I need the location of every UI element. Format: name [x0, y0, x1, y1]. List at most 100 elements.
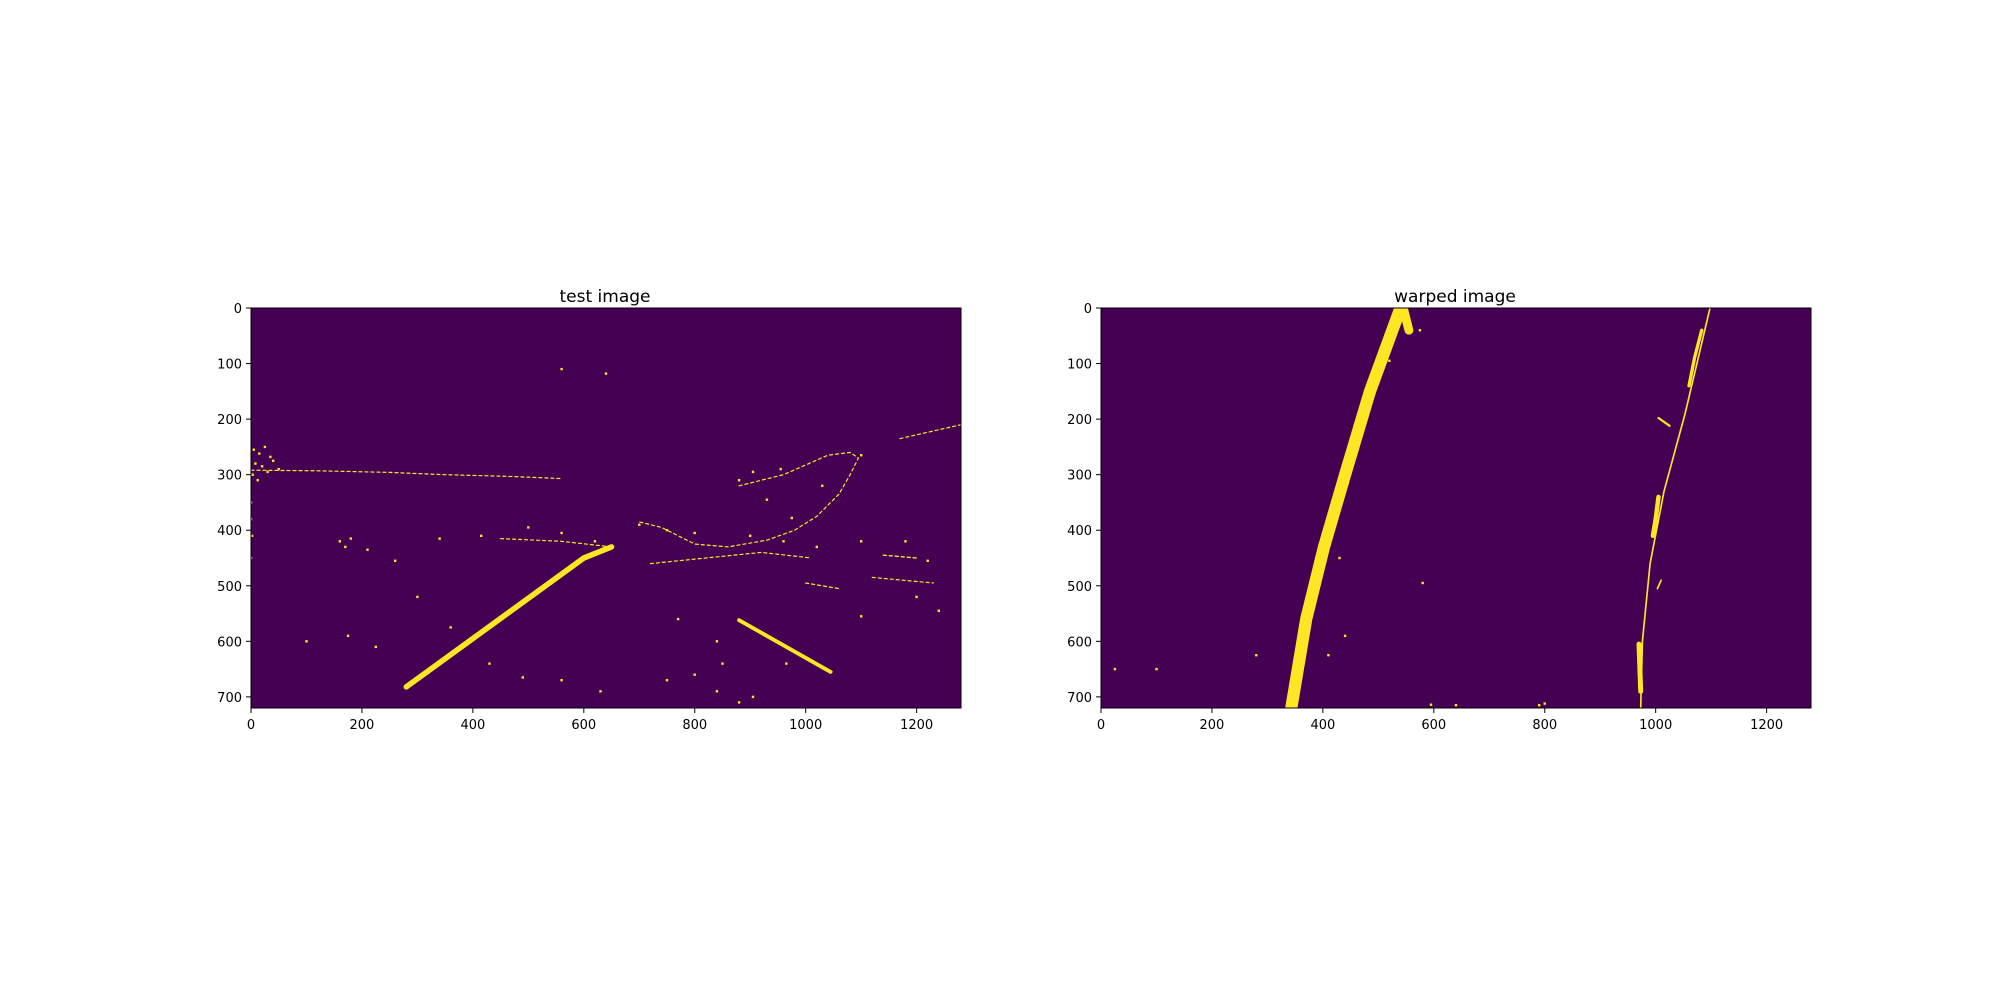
warped-image-lane-stroke-7 — [1656, 579, 1663, 590]
warped-image-x-tick-label: 0 — [1097, 718, 1105, 733]
test-image-noise-pixel — [676, 617, 680, 621]
test-image-noise-pixel — [272, 459, 275, 462]
test-image-noise-pixel — [251, 473, 254, 476]
warped-image-y-tick-label: 0 — [1084, 302, 1092, 317]
warped-image-frame — [1100, 307, 1812, 709]
test-image-noise-pixel — [782, 540, 785, 543]
test-image-x-tick-label: 0 — [247, 718, 255, 733]
test-image-noise-pixel — [480, 534, 483, 537]
test-image-noise-trace-5 — [649, 551, 812, 565]
test-image-y-tick-label: 300 — [217, 469, 242, 484]
test-image-noise-pixel — [527, 526, 530, 529]
warped-image-lane-stroke-4 — [1650, 494, 1661, 539]
test-image-noise-pixel — [737, 479, 741, 482]
test-image-noise-pixel — [338, 540, 341, 543]
test-image-title: test image — [559, 287, 650, 307]
warped-image-title: warped image — [1394, 287, 1516, 307]
warped-image-noise-pixel — [1454, 704, 1458, 707]
test-image-noise-pixel — [693, 673, 696, 676]
warped-image-lane-stroke-5 — [1636, 641, 1644, 694]
test-image-noise-trace-3 — [805, 582, 840, 590]
test-image-noise-pixel — [737, 701, 741, 704]
test-image-noise-pixel — [779, 467, 782, 471]
warped-image-x-tick-label: 400 — [1310, 718, 1335, 733]
warped-image-x-tick-label: 800 — [1532, 718, 1557, 733]
warped-image-noise-pixel — [1113, 667, 1117, 671]
test-image-noise-pixel — [751, 695, 755, 699]
test-image-noise-pixel — [715, 640, 719, 643]
test-image-noise-pixel — [438, 537, 441, 540]
test-image-noise-pixel — [765, 498, 769, 501]
test-image-noise-trace-2 — [899, 424, 961, 440]
test-image-noise-pixel — [860, 540, 863, 543]
test-image-noise-pixel — [258, 452, 261, 455]
warped-image-x-tick-label: 600 — [1421, 718, 1446, 733]
warped-image-x-tick-label: 1000 — [1639, 718, 1672, 733]
warped-image-noise-pixel — [1338, 556, 1341, 560]
test-image-x-tick-label: 1000 — [789, 718, 822, 733]
test-image-noise-pixel — [521, 676, 524, 679]
test-image-lane-stroke-1 — [737, 618, 833, 674]
warped-image-lane-stroke-2 — [1639, 308, 1711, 708]
warped-image-lane-stroke-3 — [1687, 328, 1704, 388]
test-image-noise-pixel — [749, 534, 752, 537]
warped-image-noise-pixel — [1421, 581, 1424, 585]
test-image-noise-pixel — [665, 529, 669, 532]
test-image-y-tick-label: 700 — [217, 691, 242, 706]
test-image-noise-pixel — [394, 559, 397, 562]
warped-image-y-tick-label: 300 — [1067, 469, 1092, 484]
test-image-noise-pixel — [260, 465, 264, 468]
test-image-y-tick-label: 500 — [217, 580, 242, 595]
warped-image-noise-pixel — [1343, 634, 1347, 637]
test-image-y-tick-label: 400 — [217, 524, 242, 539]
test-image-noise-pixel — [251, 501, 253, 504]
warped-image-y-tick-label: 100 — [1067, 358, 1092, 373]
test-image-background — [251, 308, 961, 708]
warped-image-y-tick-label: 600 — [1067, 635, 1092, 650]
test-image-noise-pixel — [638, 523, 641, 526]
test-image-x-tick-label: 1200 — [900, 718, 933, 733]
test-image-noise-pixel — [277, 467, 280, 471]
test-image-noise-pixel — [915, 595, 918, 599]
test-image-noise-pixel — [305, 640, 308, 643]
test-image-y-tick-label: 200 — [217, 413, 242, 428]
test-image-noise-pixel — [346, 634, 350, 637]
test-image-noise-pixel — [860, 615, 863, 618]
test-image-noise-pixel — [560, 531, 563, 535]
test-image-noise-pixel — [269, 455, 272, 459]
test-image-noise-pixel — [785, 662, 788, 665]
test-image-frame — [250, 307, 962, 709]
test-image-y-tick-label: 0 — [234, 302, 242, 317]
test-image-noise-pixel — [416, 595, 419, 599]
test-image-noise-trace-6 — [500, 538, 613, 548]
test-image-noise-pixel — [449, 626, 452, 629]
test-image-noise-pixel — [252, 448, 255, 451]
warped-image-noise-pixel — [1327, 654, 1330, 657]
test-image-noise-pixel — [263, 445, 267, 449]
test-image-noise-pixel — [599, 690, 602, 693]
warped-image-noise-pixel — [1388, 359, 1391, 362]
test-image-x-tick-label: 200 — [350, 718, 375, 733]
warped-image-panel: warped image 0 200 400 600 800 1000 1200 0 100 20… — [1067, 287, 1812, 733]
warped-image-noise-pixel — [1346, 481, 1349, 485]
test-image-noise-pixel — [251, 534, 254, 537]
test-image-y-tick-label: 600 — [217, 635, 242, 650]
test-image-noise-pixel — [488, 662, 491, 665]
test-image-noise-pixel — [815, 545, 818, 549]
test-image-noise-pixel — [751, 470, 755, 474]
test-image-noise-pixel — [593, 540, 597, 543]
warped-image-noise-pixel — [1429, 703, 1433, 706]
test-image-noise-pixel — [256, 479, 259, 482]
test-image-noise-pixel — [349, 537, 352, 540]
warped-image-noise-pixel — [1255, 654, 1258, 657]
warped-image-y-tick-label: 200 — [1067, 413, 1092, 428]
test-image-noise-pixel — [790, 516, 793, 520]
warped-image-y-tick-label: 400 — [1067, 524, 1092, 539]
test-image-noise-pixel — [254, 462, 257, 465]
warped-image-noise-pixel — [1543, 702, 1546, 705]
warped-image-noise-pixel — [1538, 704, 1541, 707]
test-image-pixels — [251, 367, 961, 704]
test-image-noise-pixel — [560, 367, 563, 371]
warped-image-lane-stroke-1 — [1398, 308, 1414, 335]
